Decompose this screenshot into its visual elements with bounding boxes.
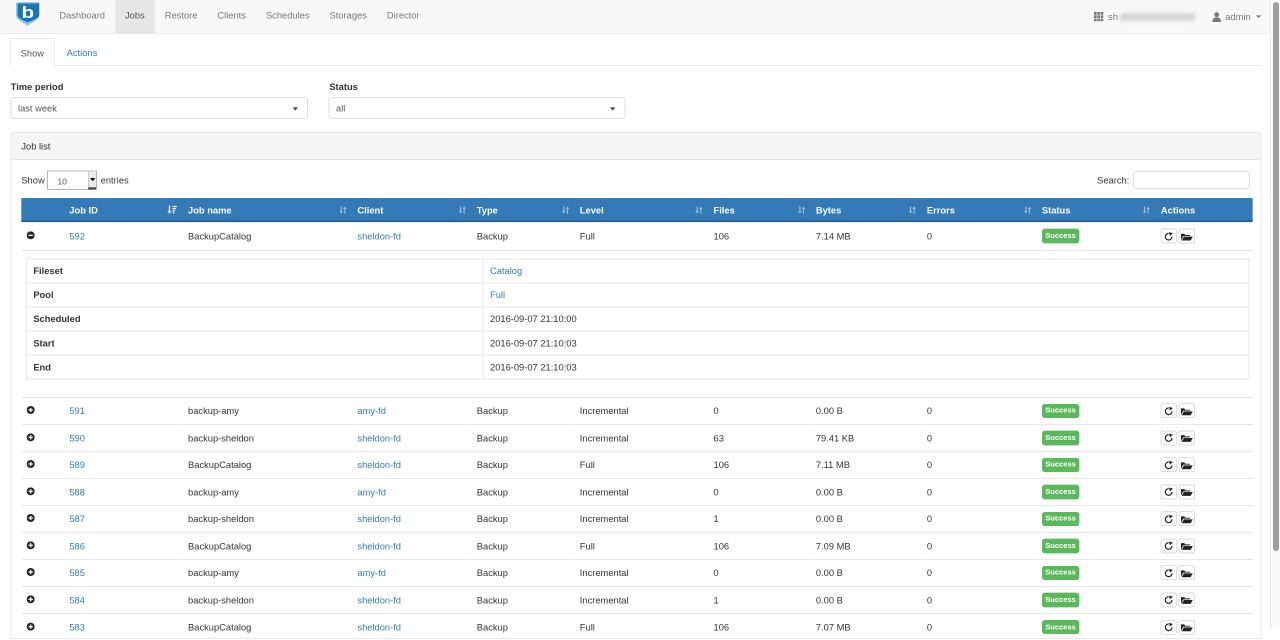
svg-text:b: b <box>21 3 34 22</box>
